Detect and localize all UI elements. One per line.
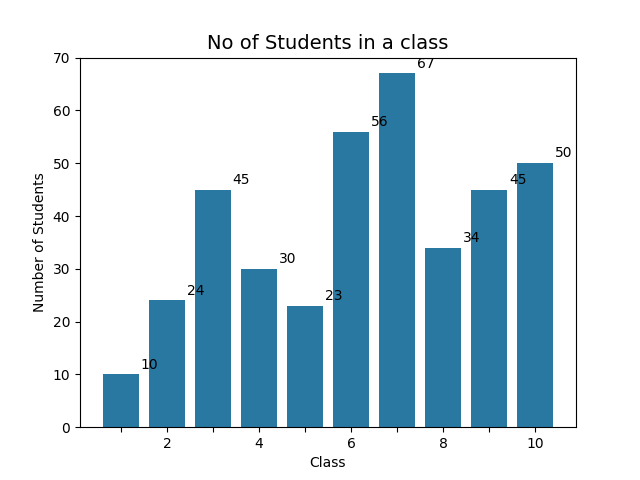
Text: 45: 45 xyxy=(233,173,250,187)
Text: 23: 23 xyxy=(324,289,342,303)
Text: 45: 45 xyxy=(509,173,526,187)
Bar xyxy=(333,132,369,427)
Text: 34: 34 xyxy=(463,231,481,245)
Bar xyxy=(148,300,186,427)
Title: No of Students in a class: No of Students in a class xyxy=(207,34,449,53)
Y-axis label: Number of Students: Number of Students xyxy=(33,172,47,312)
Bar xyxy=(379,73,415,427)
Bar xyxy=(195,190,232,427)
Bar xyxy=(241,269,277,427)
Bar xyxy=(102,374,140,427)
Text: 50: 50 xyxy=(555,146,572,160)
Text: 56: 56 xyxy=(371,115,388,129)
Bar xyxy=(516,163,554,427)
Bar xyxy=(424,248,461,427)
Text: 24: 24 xyxy=(187,284,204,298)
Text: 10: 10 xyxy=(141,358,158,372)
Bar xyxy=(287,306,323,427)
Text: 67: 67 xyxy=(417,57,435,71)
X-axis label: Class: Class xyxy=(310,456,346,470)
Text: 30: 30 xyxy=(279,252,296,266)
Bar xyxy=(470,190,508,427)
